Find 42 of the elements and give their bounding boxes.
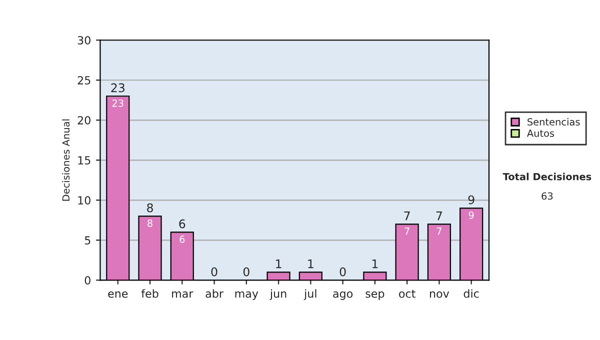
- total-label: 0: [243, 267, 250, 276]
- data-label: 9: [468, 212, 474, 219]
- x-tick-label: ago: [333, 291, 353, 300]
- y-tick-label: 30: [78, 36, 90, 44]
- y-tick-label: 20: [78, 116, 90, 125]
- total-label: 8: [147, 203, 153, 212]
- total-label: 1: [372, 259, 378, 268]
- y-tick-label: 25: [78, 76, 90, 85]
- total-label: 1: [308, 259, 314, 268]
- x-tick-label: oct: [399, 290, 416, 298]
- total-label: 0: [340, 267, 346, 276]
- y-axis-title: Decisiones Anual: [62, 119, 70, 201]
- x-tick-label: sep: [366, 291, 384, 300]
- y-tick-label: 15: [78, 156, 90, 165]
- x-tick-label: dic: [464, 289, 479, 298]
- text: 63: [542, 192, 553, 200]
- total-label: 0: [211, 267, 218, 276]
- data-label: 23: [112, 100, 124, 107]
- total-label: 7: [436, 211, 442, 220]
- data-label: 8: [148, 220, 152, 227]
- data-label: 7: [436, 228, 442, 235]
- data-label: 6: [180, 236, 185, 243]
- x-tick-label: abr: [206, 289, 224, 298]
- x-tick-label: feb: [141, 289, 158, 298]
- x-tick-label: may: [235, 291, 258, 300]
- y-tick-label: 0: [84, 276, 90, 285]
- total-label: 23: [111, 83, 124, 92]
- total-label: 9: [468, 195, 474, 204]
- total-label: 6: [179, 219, 186, 228]
- x-tick-label: mar: [172, 291, 194, 298]
- y-tick-label: 10: [78, 196, 90, 205]
- legend-label: Sentencias: [528, 118, 580, 126]
- x-tick-label: ene: [108, 291, 128, 298]
- y-tick-label: 5: [84, 236, 90, 245]
- x-tick-label: nov: [430, 291, 450, 298]
- x-tick-label: jun: [270, 289, 286, 300]
- legend-label: Autos: [526, 130, 554, 137]
- data-label: 7: [404, 228, 410, 235]
- total-label: 7: [404, 211, 410, 220]
- text: Total Decisiones: [502, 172, 592, 180]
- x-tick-label: jul: [304, 289, 316, 300]
- total-label: 1: [276, 259, 282, 268]
